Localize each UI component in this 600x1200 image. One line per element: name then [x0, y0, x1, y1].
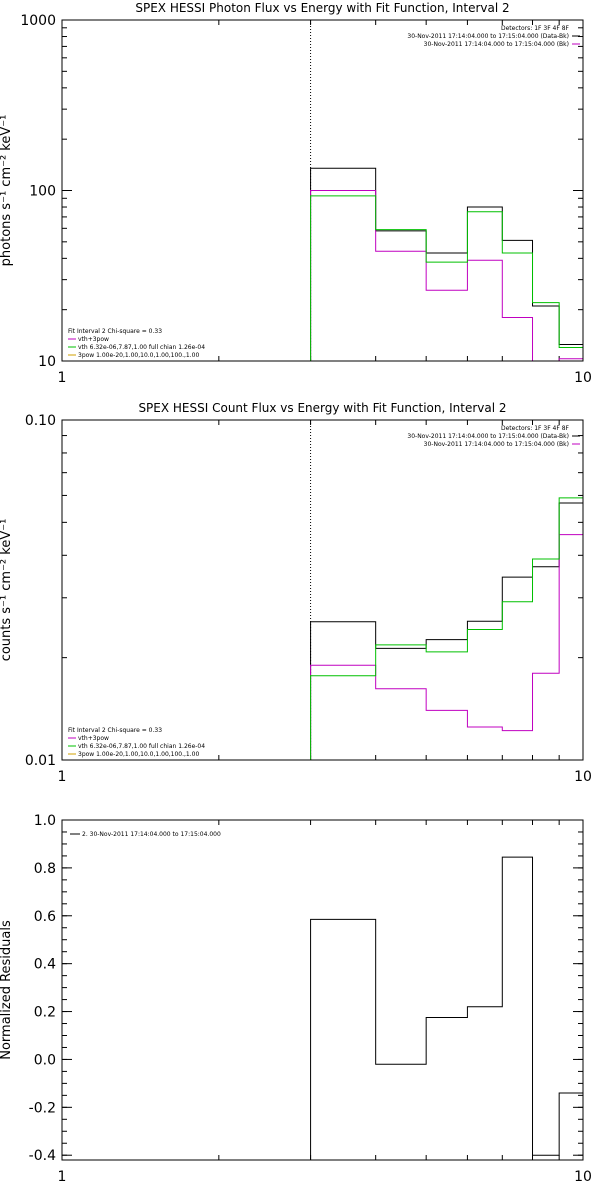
- residuals-y-tick-label: 0.6: [34, 909, 56, 925]
- residuals-y-tick-label: -0.4: [29, 1148, 56, 1164]
- photon-flux-fit-info: Fit Interval 2 Chi-square = 0.33: [68, 328, 162, 335]
- residuals-y-tick-label: 0.0: [34, 1052, 56, 1068]
- residuals-chart: Normalized Residuals 1 10 -0.4 -0.2 0.0 0.2 0.4…: [0, 813, 592, 1185]
- photon-flux-legend-left-item: 3pow 1.00e-20,1.00,10.0,1.00,100.,1.00: [78, 352, 199, 359]
- count-flux-chart: SPEX HESSI Count Flux vs Energy with Fit…: [0, 401, 592, 785]
- photon-flux-series-0-steps: [310, 167, 584, 361]
- count-flux-legend-right-item: Detectors: 1F 3F 4F 8F: [501, 425, 570, 432]
- residuals-axes-frame: [61, 819, 584, 1161]
- count-flux-y-tick-label: 0.10: [25, 413, 56, 429]
- photon-flux-title: SPEX HESSI Photon Flux vs Energy with Fi…: [135, 1, 509, 15]
- residuals-series-0-steps: [310, 856, 584, 1160]
- residuals-y-tick-label: -0.2: [29, 1100, 56, 1116]
- photon-flux-series-1-steps: [310, 190, 584, 362]
- photon-flux-legend-right-item: 30-Nov-2011 17:14:04.000 to 17:15:04.000…: [407, 33, 569, 40]
- photon-flux-legend-left-item: vth 6.32e-06,7.87,1.00 full chian 1.26e-…: [78, 344, 205, 351]
- count-flux-legend-left-item: vth 6.32e-06,7.87,1.00 full chian 1.26e-…: [78, 743, 205, 750]
- count-flux-x-tick-label: 1: [58, 769, 67, 785]
- count-flux-title: SPEX HESSI Count Flux vs Energy with Fit…: [138, 401, 506, 415]
- residuals-y-tick-label: 0.8: [34, 861, 56, 877]
- photon-flux-y-tick-label: 10: [38, 354, 56, 370]
- count-flux-legend-left-item: 3pow 1.00e-20,1.00,10.0,1.00,100.,1.00: [78, 751, 199, 758]
- photon-flux-ylabel: photons s⁻¹ cm⁻² keV⁻¹: [0, 115, 14, 267]
- count-flux-series-1-steps: [310, 534, 584, 760]
- count-flux-y-tick-label: 0.01: [25, 753, 56, 769]
- residuals-x-tick-label: 1: [58, 1169, 67, 1185]
- count-flux-series-2-steps: [310, 497, 584, 760]
- photon-flux-x-tick-label: 1: [58, 370, 67, 386]
- photon-flux-y-tick-label: 100: [29, 184, 56, 200]
- residuals-y-tick-label: 1.0: [34, 813, 56, 829]
- residuals-ylabel: Normalized Residuals: [0, 920, 14, 1060]
- photon-flux-legend-right-item: 30-Nov-2011 17:14:04.000 to 17:15:04.000…: [424, 41, 569, 48]
- count-flux-fit-info: Fit Interval 2 Chi-square = 0.33: [68, 727, 162, 734]
- photon-flux-x-tick-label: 10: [574, 370, 592, 386]
- count-flux-x-tick-label: 10: [574, 769, 592, 785]
- photon-flux-legend-right-item: Detectors: 1F 3F 4F 8F: [501, 25, 570, 32]
- count-flux-ylabel: counts s⁻¹ cm⁻² keV⁻¹: [0, 519, 14, 662]
- residuals-x-tick-label: 10: [574, 1169, 592, 1185]
- photon-flux-chart: SPEX HESSI Photon Flux vs Energy with Fi…: [0, 1, 592, 386]
- residuals-y-tick-label: 0.2: [34, 1005, 56, 1021]
- count-flux-legend-left-item: vth+3pow: [78, 735, 109, 742]
- photon-flux-axes-frame: [61, 19, 584, 362]
- photon-flux-legend-left-item: vth+3pow: [78, 336, 109, 343]
- count-flux-axes-frame: [61, 419, 584, 761]
- photon-flux-y-tick-label: 1000: [20, 13, 56, 29]
- photon-flux-series-2-steps: [310, 195, 584, 361]
- count-flux-legend-right-item: 30-Nov-2011 17:14:04.000 to 17:15:04.000…: [424, 441, 569, 448]
- count-flux-legend-right-item: 30-Nov-2011 17:14:04.000 to 17:15:04.000…: [407, 433, 569, 440]
- residuals-legend-item: 2. 30-Nov-2011 17:14:04.000 to 17:15:04.…: [82, 831, 221, 838]
- residuals-y-tick-label: 0.4: [34, 957, 56, 973]
- count-flux-series-0-steps: [310, 502, 584, 760]
